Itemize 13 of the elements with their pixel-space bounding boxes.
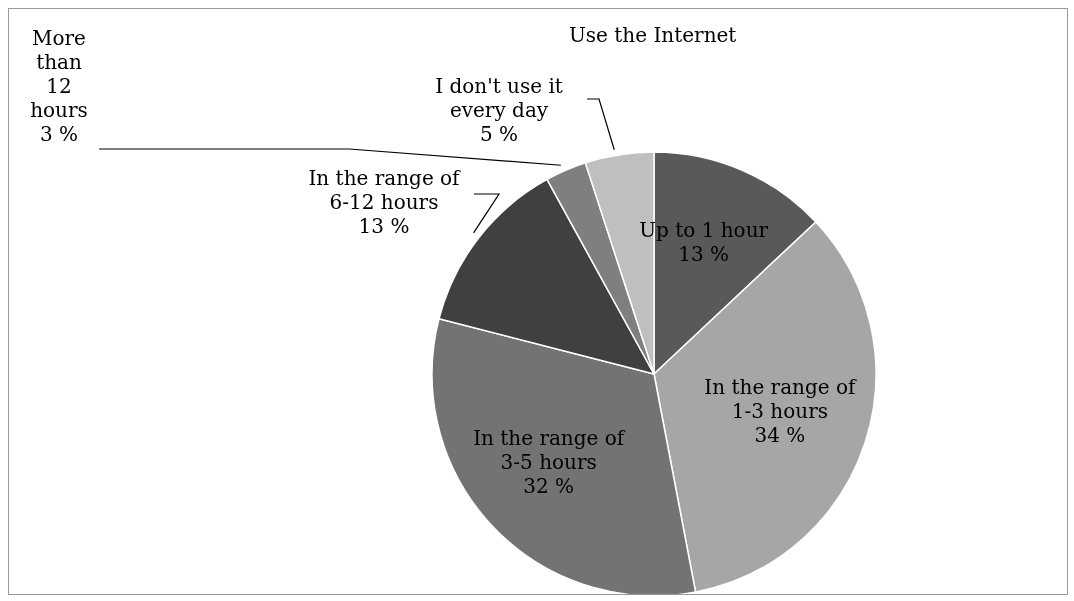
slice-label: In the range of 1-3 hours bbox=[704, 374, 858, 423]
data-label: 3 % bbox=[39, 121, 79, 146]
slice-label: More than 12 hours bbox=[30, 25, 88, 122]
slice-label: Up to 1 hour bbox=[639, 217, 769, 242]
slice-label: I don't use it every day bbox=[435, 73, 563, 122]
slice-label: In the range of 6-12 hours bbox=[308, 165, 462, 214]
data-label: 13 % bbox=[678, 241, 730, 266]
data-label: 34 % bbox=[754, 422, 806, 447]
data-label: 5 % bbox=[479, 121, 519, 146]
chart-title: Use the Internet bbox=[569, 23, 737, 47]
data-label: 32 % bbox=[523, 473, 575, 498]
data-label: 13 % bbox=[358, 213, 410, 238]
slice-label: In the range of 3-5 hours bbox=[473, 425, 626, 474]
